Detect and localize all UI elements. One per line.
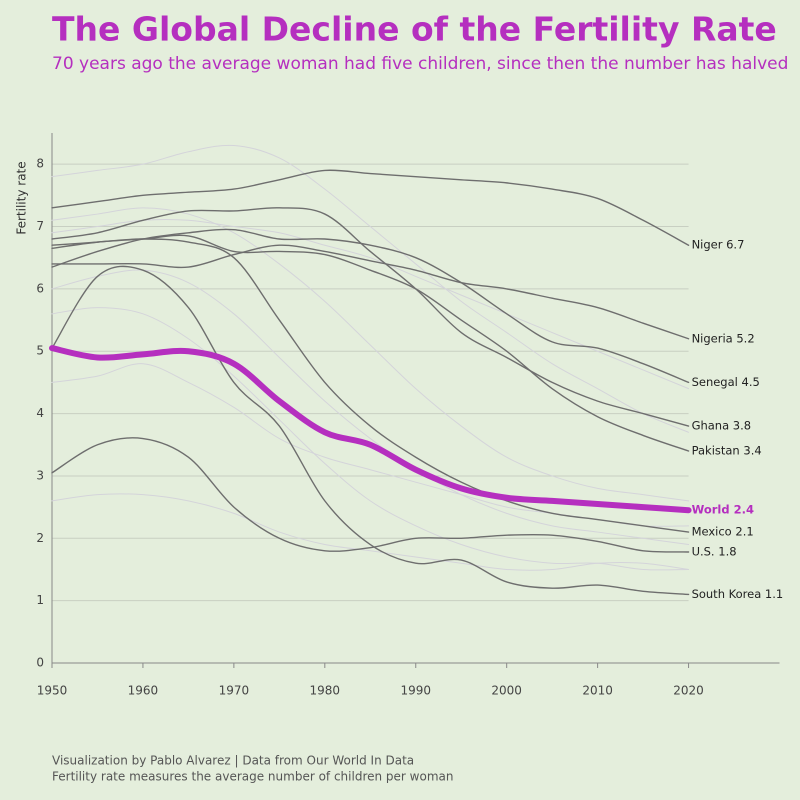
y-tick-label: 4 (36, 406, 44, 420)
y-tick-label: 2 (36, 531, 44, 545)
country-line (51, 493, 690, 571)
country-line (51, 207, 690, 502)
series-label: Nigeria 5.2 (692, 331, 755, 345)
plot-area: 0 1 2 3 4 5 6 7 8 1950 1960 1970 1980 1990 2000 2010 202… (36, 133, 783, 698)
y-tick-label: 6 (36, 281, 44, 295)
x-tick-label: 1960 (128, 684, 159, 698)
x-tick-label: 2010 (582, 684, 613, 698)
y-tick-label: 1 (36, 593, 44, 607)
series-label: Mexico 2.1 (692, 525, 754, 539)
y-axis-label: Fertility rate (15, 161, 29, 234)
chart-title: The Global Decline of the Fertility Rate (52, 10, 777, 49)
x-tick-label: 2000 (491, 684, 522, 698)
x-tick-label: 1970 (219, 684, 250, 698)
country-line (51, 144, 690, 433)
highlight-line (49, 345, 692, 514)
country-line (51, 238, 690, 533)
series-label: Ghana 3.8 (692, 419, 752, 433)
y-tick-label: 7 (36, 219, 44, 233)
country-line (51, 307, 690, 571)
series-label: Pakistan 3.4 (692, 444, 762, 458)
series-label: Niger 6.7 (692, 238, 745, 252)
series-label: World 2.4 (692, 503, 754, 517)
series-label: U.S. 1.8 (692, 545, 737, 559)
y-tick-label: 0 (36, 656, 44, 670)
x-tick-label: 1980 (310, 684, 341, 698)
country-line (51, 244, 690, 340)
x-tick-label: 1990 (400, 684, 431, 698)
country-line (51, 228, 690, 384)
chart-subtitle: 70 years ago the average woman had five … (52, 54, 788, 74)
x-tick-label: 2020 (673, 684, 704, 698)
country-line (51, 269, 690, 546)
country-line (51, 207, 690, 427)
footer: Fertility rate measures the average numb… (52, 770, 453, 784)
y-tick-label: 5 (36, 344, 44, 358)
footer: Visualization by Pablo Alvarez | Data fr… (52, 754, 414, 768)
country-line (51, 234, 690, 452)
x-tick-label: 1950 (37, 684, 68, 698)
series-label: Senegal 4.5 (692, 375, 760, 389)
y-tick-label: 8 (36, 157, 44, 171)
country-line (51, 169, 690, 246)
y-tick-label: 3 (36, 468, 44, 482)
country-line (51, 437, 690, 553)
series-label: South Korea 1.1 (692, 587, 784, 601)
country-line (51, 265, 690, 596)
